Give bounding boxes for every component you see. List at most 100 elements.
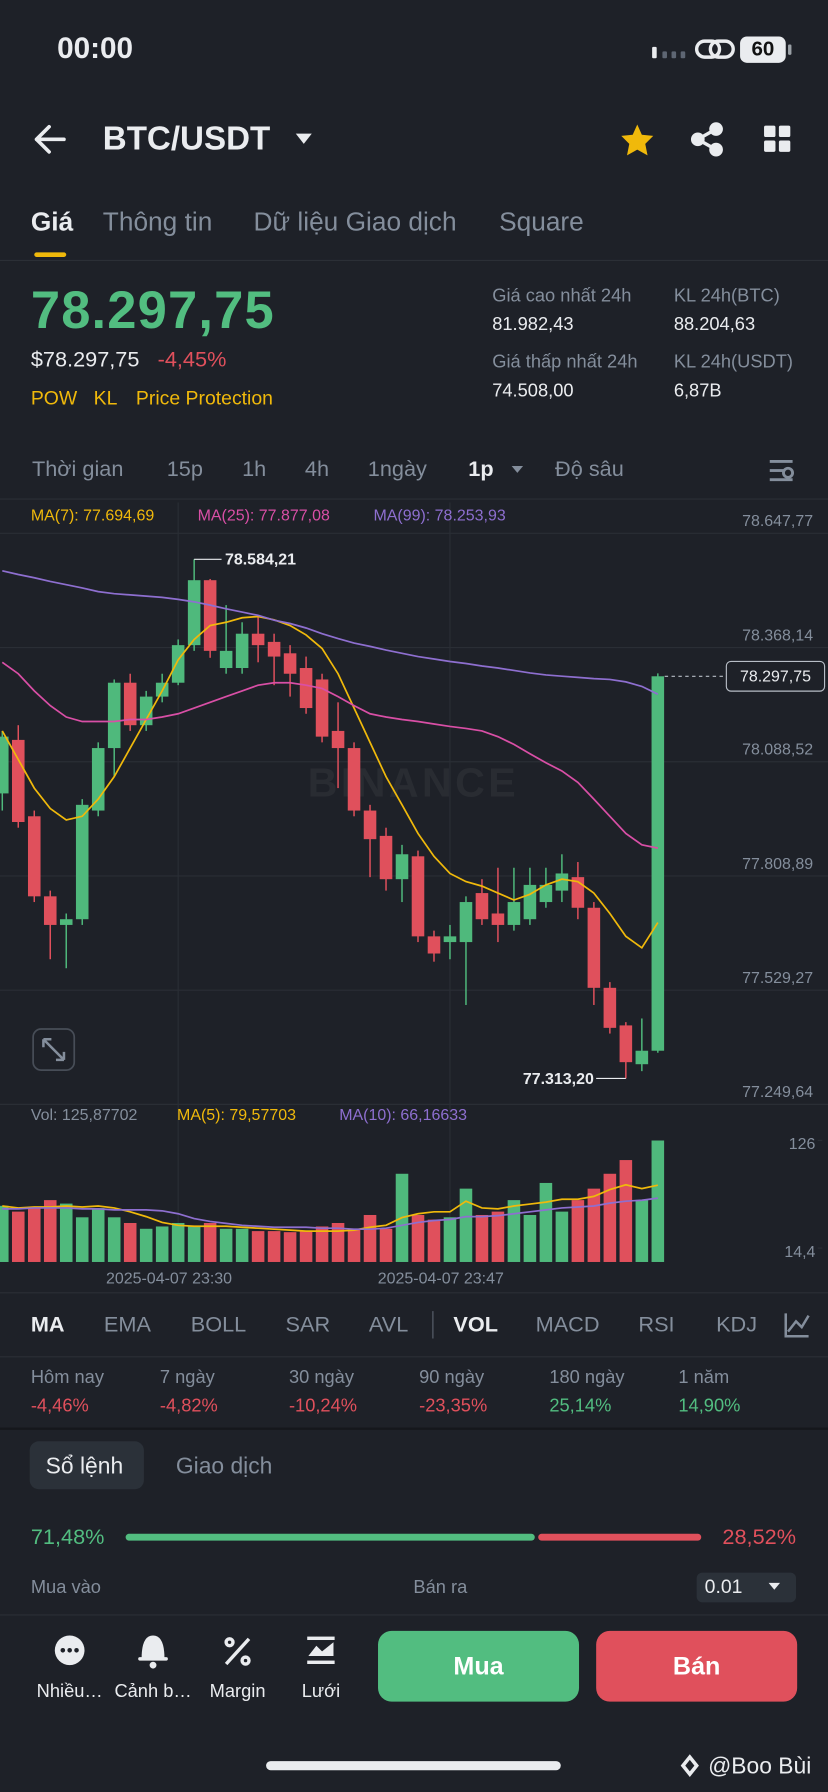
interval[interactable]: 1ngày: [367, 457, 427, 482]
indicator-tab[interactable]: BOLL: [190, 1313, 247, 1338]
nav-label[interactable]: Nhiều…: [36, 1682, 103, 1702]
y-tick-label: 126: [789, 1136, 816, 1153]
pair-caret[interactable]: [295, 133, 312, 144]
interval[interactable]: 15p: [166, 457, 203, 482]
tab[interactable]: Dữ liệu Giao dịch: [253, 206, 457, 237]
period-label: 90 ngày: [419, 1368, 485, 1388]
tab-box[interactable]: [29, 1441, 144, 1490]
volume-bar: [347, 1228, 361, 1262]
period-change: 25,14%: [549, 1396, 612, 1417]
grid-bot-icon[interactable]: [307, 1636, 335, 1664]
interval[interactable]: 1p: [468, 457, 494, 482]
volume-bar: [235, 1228, 249, 1262]
stat-value: 6,87B: [673, 381, 722, 401]
period-change: -4,46%: [30, 1396, 89, 1417]
sell-ratio-bar: [538, 1533, 702, 1541]
nav-label[interactable]: Margin: [209, 1682, 266, 1702]
period-change: 14,90%: [678, 1396, 741, 1417]
precision[interactable]: 0.01: [704, 1576, 743, 1598]
candle-body: [443, 936, 457, 943]
indicator-tab[interactable]: MA: [30, 1313, 65, 1338]
usd-price: $78.297,75: [30, 348, 140, 373]
watermark-logo: [680, 1754, 699, 1778]
indicator-tab[interactable]: VOL: [453, 1313, 499, 1338]
low-label: 77.313,20: [523, 1071, 594, 1088]
interval[interactable]: Độ sâu: [555, 457, 624, 482]
more-icon[interactable]: [54, 1635, 85, 1666]
candle-body: [139, 696, 153, 726]
sell-button[interactable]: Bán: [596, 1630, 798, 1702]
indicator-tab[interactable]: RSI: [638, 1313, 675, 1338]
indicator-tab[interactable]: KDJ: [716, 1313, 758, 1338]
indicator-tab[interactable]: AVL: [368, 1313, 409, 1338]
candle-body: [363, 810, 377, 840]
indicator-tab[interactable]: EMA: [103, 1313, 151, 1338]
volume-bar: [587, 1188, 601, 1262]
volume-bar: [43, 1200, 57, 1262]
ma-line: [1, 615, 659, 950]
book-tab[interactable]: Sổ lệnh: [45, 1453, 124, 1479]
chart-settings-icon[interactable]: [769, 459, 795, 482]
candle-body: [539, 884, 553, 903]
volume-bar: [203, 1222, 217, 1262]
buy-ratio: 71,48%: [30, 1525, 105, 1550]
candle-body: [91, 748, 105, 811]
candle-body: [27, 816, 41, 897]
y-tick-label: 14,4: [784, 1244, 815, 1261]
candle-body: [603, 987, 617, 1028]
y-tick-label: 78.088,52: [742, 742, 813, 759]
tab[interactable]: Thông tin: [102, 206, 213, 237]
candle-body: [0, 736, 9, 794]
stat-value: 81.982,43: [492, 315, 574, 335]
expand-icon[interactable]: [32, 1028, 76, 1071]
ma-line: [1, 661, 659, 849]
buy-button[interactable]: Mua: [378, 1630, 580, 1702]
stat-label: KL 24h(BTC): [673, 286, 780, 307]
layout-icon[interactable]: [764, 125, 791, 152]
back-icon[interactable]: [34, 124, 66, 154]
price-tag[interactable]: POW: [30, 387, 78, 409]
nav-label[interactable]: Cảnh b…: [114, 1682, 192, 1702]
period-change: -23,35%: [419, 1396, 488, 1417]
precision-box[interactable]: [696, 1572, 797, 1603]
nav-label[interactable]: Lưới: [301, 1682, 341, 1702]
tab[interactable]: Square: [499, 206, 584, 237]
volume-bar: [363, 1214, 377, 1262]
favorite-icon[interactable]: [621, 124, 654, 156]
watermark: @Boo Bùi: [708, 1754, 812, 1780]
indicator-icon[interactable]: [784, 1313, 810, 1338]
price-tag[interactable]: KL: [93, 387, 118, 409]
ma-legend: MA(25): 77.877,08: [198, 507, 330, 524]
interval[interactable]: 4h: [304, 457, 330, 482]
price-tag[interactable]: Price Protection: [135, 387, 273, 409]
period-label: 1 năm: [678, 1368, 730, 1388]
y-tick-label: 77.529,27: [742, 970, 813, 987]
candle-body: [267, 641, 281, 657]
interval[interactable]: Thời gian: [31, 457, 124, 482]
book-tab[interactable]: Giao dịch: [175, 1453, 273, 1479]
indicator-tab[interactable]: SAR: [285, 1313, 331, 1338]
tab[interactable]: Giá: [30, 206, 74, 237]
last-price-box: [725, 660, 826, 692]
stat-value: 88.204,63: [673, 315, 756, 335]
alert-icon[interactable]: [138, 1635, 168, 1669]
interval-caret[interactable]: [511, 465, 524, 473]
candle-body: [555, 873, 569, 891]
pair-title[interactable]: BTC/USDT: [102, 121, 271, 158]
tab-underline: [34, 252, 67, 257]
indicator-tab[interactable]: MACD: [535, 1313, 600, 1338]
ma-line: [2, 1183, 659, 1232]
volume-bar: [539, 1182, 553, 1262]
volume-bar: [11, 1211, 25, 1262]
volume-bar: [571, 1200, 585, 1262]
candle-body: [107, 682, 121, 749]
candle-body: [59, 919, 73, 925]
candle-body: [427, 936, 441, 954]
ma-legend: MA(7): 77.694,69: [31, 507, 155, 524]
chart-watermark: BINANCE: [308, 760, 519, 806]
margin-icon[interactable]: [224, 1637, 251, 1666]
share-icon[interactable]: [690, 122, 723, 157]
candle-body: [635, 1050, 649, 1065]
interval[interactable]: 1h: [242, 457, 267, 482]
